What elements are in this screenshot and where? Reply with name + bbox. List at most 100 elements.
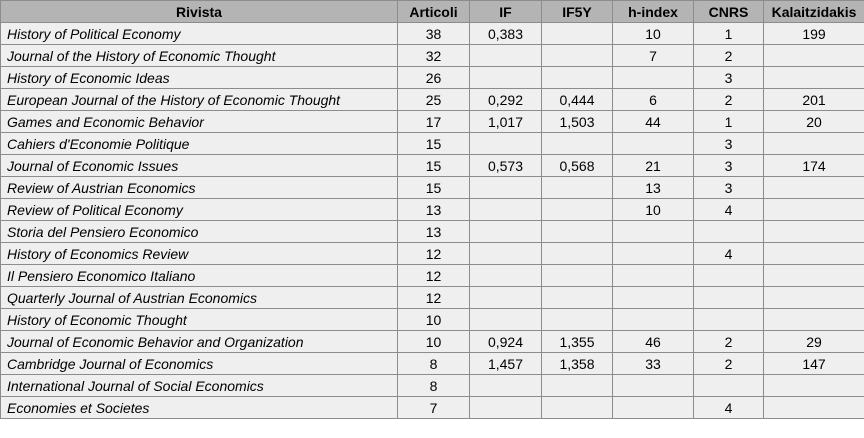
cell: 1,358 bbox=[541, 352, 613, 375]
header-row: Rivista Articoli IF IF5Y h-index CNRS Kalaitzi… bbox=[0, 0, 864, 23]
cell: 15 bbox=[397, 176, 470, 199]
table-row: History of Economics Review 12 4 bbox=[0, 242, 864, 265]
column-header: Kalaitzidakis bbox=[763, 0, 864, 23]
cell: 0,383 bbox=[469, 22, 542, 45]
cell bbox=[469, 220, 542, 243]
cell bbox=[612, 396, 694, 419]
cell: 0,924 bbox=[469, 330, 542, 353]
cell: 32 bbox=[397, 44, 470, 67]
table-row: Quarterly Journal of Austrian Economics 1… bbox=[0, 286, 864, 309]
column-header: CNRS bbox=[693, 0, 764, 23]
cell bbox=[693, 286, 764, 309]
table-row: Economies et Societes 7 4 bbox=[0, 396, 864, 419]
cell: 6 bbox=[612, 88, 694, 111]
cell: 1,457 bbox=[469, 352, 542, 375]
journal-name: Journal of Economic Behavior and Organiz… bbox=[0, 330, 398, 353]
cell: 44 bbox=[612, 110, 694, 133]
cell bbox=[469, 396, 542, 419]
cell: 4 bbox=[693, 242, 764, 265]
cell bbox=[541, 242, 613, 265]
cell bbox=[541, 176, 613, 199]
cell bbox=[541, 44, 613, 67]
journal-name: Il Pensiero Economico Italiano bbox=[0, 264, 398, 287]
cell bbox=[612, 308, 694, 331]
journal-name: Games and Economic Behavior bbox=[0, 110, 398, 133]
cell: 7 bbox=[397, 396, 470, 419]
cell: 147 bbox=[763, 352, 864, 375]
cell: 1,503 bbox=[541, 110, 613, 133]
cell bbox=[469, 286, 542, 309]
cell bbox=[763, 396, 864, 419]
cell: 10 bbox=[612, 198, 694, 221]
cell bbox=[612, 242, 694, 265]
cell: 3 bbox=[693, 66, 764, 89]
journal-name: Journal of the History of Economic Thoug… bbox=[0, 44, 398, 67]
cell: 1,017 bbox=[469, 110, 542, 133]
cell: 4 bbox=[693, 198, 764, 221]
cell: 10 bbox=[397, 330, 470, 353]
cell bbox=[763, 132, 864, 155]
cell: 199 bbox=[763, 22, 864, 45]
cell bbox=[541, 396, 613, 419]
table-row: Cambridge Journal of Economics 8 1,457 1,35… bbox=[0, 352, 864, 375]
table-row: History of Economic Ideas 26 3 bbox=[0, 66, 864, 89]
table-row: History of Political Economy 38 0,383 10 1 19… bbox=[0, 22, 864, 45]
journal-name: Cahiers d'Economie Politique bbox=[0, 132, 398, 155]
cell: 0,568 bbox=[541, 154, 613, 177]
journal-name: History of Political Economy bbox=[0, 22, 398, 45]
cell bbox=[541, 220, 613, 243]
cell bbox=[612, 66, 694, 89]
journal-table: Rivista Articoli IF IF5Y h-index CNRS Kalaitzi… bbox=[0, 0, 864, 419]
cell: 38 bbox=[397, 22, 470, 45]
journal-name: History of Economic Thought bbox=[0, 308, 398, 331]
cell bbox=[469, 44, 542, 67]
cell: 2 bbox=[693, 352, 764, 375]
table-row: International Journal of Social Economic… bbox=[0, 374, 864, 397]
cell bbox=[541, 22, 613, 45]
cell: 1 bbox=[693, 22, 764, 45]
cell: 3 bbox=[693, 132, 764, 155]
table-row: Review of Austrian Economics 15 13 3 bbox=[0, 176, 864, 199]
column-header: h-index bbox=[612, 0, 694, 23]
column-header: Articoli bbox=[397, 0, 470, 23]
cell: 0,573 bbox=[469, 154, 542, 177]
journal-name: Quarterly Journal of Austrian Economics bbox=[0, 286, 398, 309]
cell bbox=[469, 176, 542, 199]
journal-name: Economies et Societes bbox=[0, 396, 398, 419]
table-row: Review of Political Economy 13 10 4 bbox=[0, 198, 864, 221]
cell: 0,444 bbox=[541, 88, 613, 111]
journal-name: Journal of Economic Issues bbox=[0, 154, 398, 177]
journal-name: Storia del Pensiero Economico bbox=[0, 220, 398, 243]
cell: 13 bbox=[397, 220, 470, 243]
cell: 20 bbox=[763, 110, 864, 133]
cell bbox=[763, 44, 864, 67]
cell: 15 bbox=[397, 132, 470, 155]
cell: 201 bbox=[763, 88, 864, 111]
journal-name: Cambridge Journal of Economics bbox=[0, 352, 398, 375]
table-row: Cahiers d'Economie Politique 15 3 bbox=[0, 132, 864, 155]
journal-name: European Journal of the History of Econo… bbox=[0, 88, 398, 111]
journal-name: History of Economic Ideas bbox=[0, 66, 398, 89]
table-header: Rivista Articoli IF IF5Y h-index CNRS Kalaitzi… bbox=[0, 0, 864, 23]
cell: 8 bbox=[397, 352, 470, 375]
cell bbox=[763, 286, 864, 309]
cell bbox=[541, 264, 613, 287]
table-row: Journal of Economic Behavior and Organiz… bbox=[0, 330, 864, 353]
cell: 3 bbox=[693, 154, 764, 177]
cell bbox=[763, 308, 864, 331]
cell bbox=[763, 176, 864, 199]
cell: 33 bbox=[612, 352, 694, 375]
cell: 12 bbox=[397, 242, 470, 265]
cell bbox=[693, 220, 764, 243]
cell: 13 bbox=[397, 198, 470, 221]
cell: 0,292 bbox=[469, 88, 542, 111]
cell: 2 bbox=[693, 330, 764, 353]
cell: 2 bbox=[693, 44, 764, 67]
cell bbox=[541, 132, 613, 155]
table-row: Journal of Economic Issues 15 0,573 0,568 21… bbox=[0, 154, 864, 177]
cell bbox=[541, 66, 613, 89]
cell bbox=[763, 66, 864, 89]
cell bbox=[469, 374, 542, 397]
cell: 10 bbox=[397, 308, 470, 331]
